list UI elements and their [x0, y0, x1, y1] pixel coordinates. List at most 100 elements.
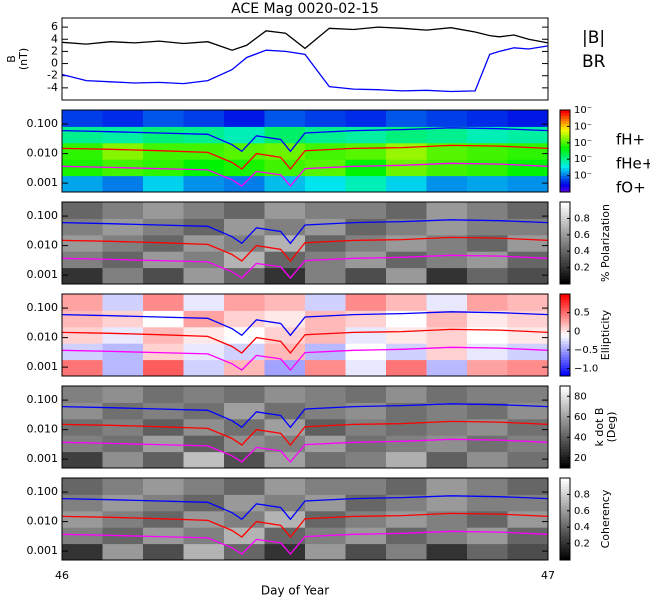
heatmap-cell — [467, 126, 508, 144]
heatmap-cell — [426, 451, 468, 469]
colorbar-swatch — [560, 418, 570, 423]
colorbar-swatch — [560, 359, 570, 363]
colorbar-swatch — [560, 218, 570, 222]
colorbar-frame — [559, 201, 571, 285]
colorbar-swatch — [560, 159, 570, 163]
heatmap-cell — [507, 510, 549, 528]
heatmap-cell — [426, 543, 468, 561]
heatmap-cell — [467, 234, 508, 252]
heatmap-cell — [467, 435, 508, 453]
series-line — [62, 127, 548, 153]
colorbar-swatch — [560, 170, 570, 174]
y-tick-label: 6 — [51, 20, 58, 33]
heatmap-cell — [102, 218, 144, 236]
colorbar-swatch — [560, 253, 570, 258]
heatmap-cell — [345, 451, 387, 469]
heatmap-cell — [467, 402, 508, 420]
colorbar-swatch — [560, 429, 570, 433]
heatmap-cell — [386, 251, 427, 269]
heatmap-cell — [507, 294, 549, 311]
heatmap-cell — [386, 126, 427, 144]
colorbar-swatch — [560, 543, 570, 547]
colorbar-swatch — [560, 326, 570, 331]
colorbar-tick-label: 0.8 — [574, 489, 590, 500]
heatmap-cell — [426, 110, 468, 127]
colorbar-swatch — [560, 145, 570, 149]
y-tick-label: 0.001 — [27, 268, 59, 281]
colorbar-swatch — [560, 465, 570, 469]
heatmap-cell — [386, 343, 427, 361]
colorbar-swatch — [560, 321, 570, 325]
heatmap-cell — [305, 359, 346, 377]
colorbar-tick-label: −0.5 — [574, 345, 598, 356]
legend-entry: BR — [582, 52, 606, 72]
colorbar-swatch — [560, 183, 570, 188]
heatmap-cell — [345, 110, 387, 127]
colorbar-swatch — [560, 549, 570, 553]
heatmap-cell — [386, 435, 427, 453]
heatmap-cell — [426, 418, 468, 436]
colorbar-swatch — [560, 462, 570, 466]
colorbar-swatch — [560, 532, 570, 536]
colorbar-swatch — [560, 275, 570, 280]
colorbar-swatch — [560, 427, 570, 431]
heatmap-cell — [143, 310, 184, 328]
heatmap-cell — [426, 326, 468, 344]
heatmap-cell — [507, 435, 549, 453]
series-line — [62, 328, 548, 355]
colorbar-frame — [559, 109, 571, 193]
heatmap-cell — [467, 294, 508, 311]
colorbar-swatch — [560, 356, 570, 361]
heatmap-cell — [426, 310, 468, 328]
colorbar-swatch — [560, 405, 570, 409]
heatmap-cell — [345, 142, 387, 160]
y-tick-label: -2 — [47, 69, 58, 82]
heatmap-cell — [345, 386, 387, 403]
heatmap-cell — [62, 126, 103, 144]
heatmap-cell — [183, 310, 225, 328]
colorbar-swatch — [560, 151, 570, 155]
heatmap-cell — [507, 159, 549, 177]
heatmap-cell — [507, 527, 549, 545]
colorbar-swatch — [560, 270, 570, 274]
colorbar-swatch — [560, 161, 570, 166]
y-tick-label: 0 — [51, 57, 58, 70]
colorbar-swatch — [560, 232, 570, 236]
colorbar-swatch — [560, 370, 570, 374]
colorbar-swatch — [560, 131, 570, 136]
heatmap-cell — [426, 294, 468, 311]
heatmap-cell — [507, 478, 549, 495]
series-line — [62, 420, 548, 447]
colorbar-tick-label: 0 — [574, 326, 580, 337]
heatmap-cell — [345, 202, 387, 219]
heatmap-cell — [345, 418, 387, 436]
colorbar-swatch — [560, 178, 570, 182]
colorbar-swatch — [560, 137, 570, 141]
heatmap-cell — [345, 310, 387, 328]
heatmap-cell — [426, 510, 468, 528]
colorbar-swatch — [560, 315, 570, 320]
colorbar-swatch — [560, 251, 570, 255]
colorbar-swatch — [560, 120, 570, 125]
heatmap-cell — [467, 267, 508, 285]
colorbar-swatch — [560, 410, 570, 414]
colorbar-swatch — [560, 307, 570, 311]
heatmap-cell — [143, 494, 184, 512]
heatmap-cell — [386, 418, 427, 436]
heatmap-cell — [102, 234, 144, 252]
heatmap-cell — [467, 175, 508, 193]
heatmap-cell — [386, 202, 427, 219]
heatmap-cell — [62, 510, 103, 528]
colorbar-swatch — [560, 153, 570, 157]
heatmap-cell — [264, 386, 306, 403]
heatmap-cell — [102, 126, 144, 144]
heatmap-cell — [426, 251, 468, 269]
heatmap-cell — [183, 175, 225, 193]
heatmap-cell — [264, 478, 306, 495]
y-tick-label: 0.001 — [27, 452, 59, 465]
colorbar-swatch — [560, 454, 570, 458]
heatmap-cell — [426, 175, 468, 193]
colorbar-swatch — [560, 186, 570, 190]
heatmap-cell — [224, 126, 265, 144]
heatmap-cell — [62, 494, 103, 512]
